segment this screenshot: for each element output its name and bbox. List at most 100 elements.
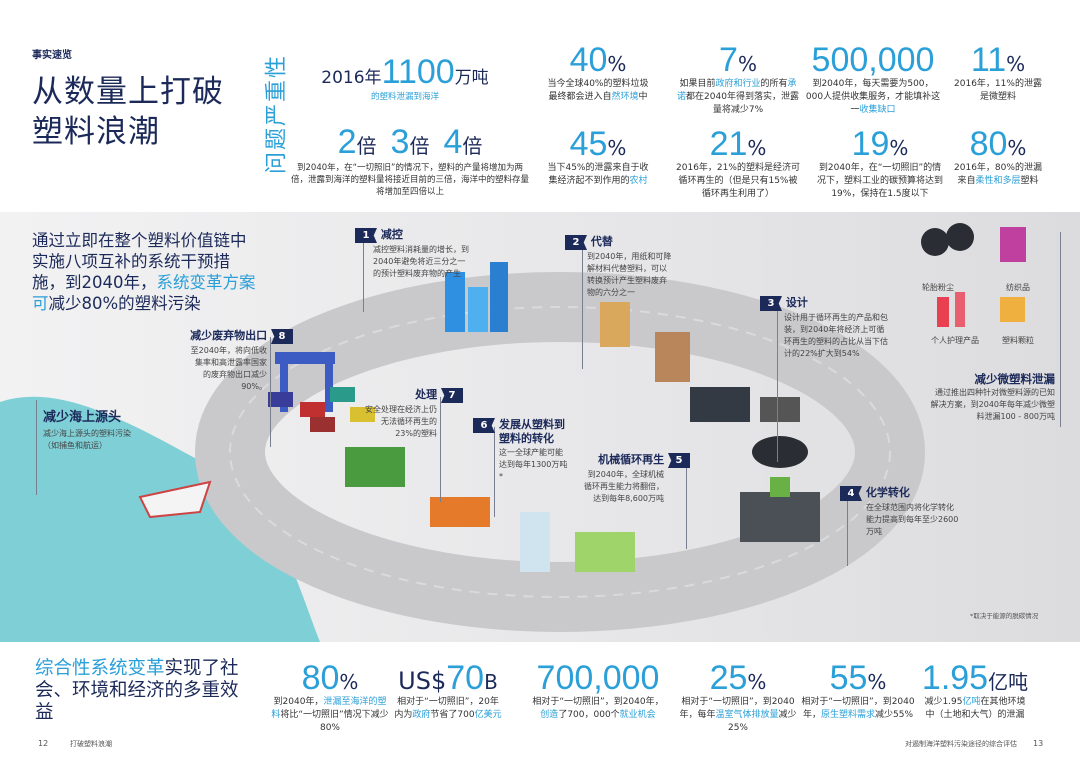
micro-item-label: 纺织品 xyxy=(1006,283,1030,292)
section-label-vertical: 问题严重性 xyxy=(264,54,290,175)
paper-graphic xyxy=(600,302,630,347)
leak-value: 1100 xyxy=(381,53,455,91)
stat-unit: 亿吨 xyxy=(988,670,1029,694)
problem-stat: 11% 2016年，11%的泄露是微塑料 xyxy=(951,42,1046,104)
benefit-stat: 55% 相对于“一切照旧”，到2040年，原生塑料需求减少55% xyxy=(801,660,916,722)
stat-value: 40 xyxy=(569,41,608,79)
stat-unit: % xyxy=(607,52,627,76)
tyre-icon xyxy=(921,228,949,256)
benefit-stat: 1.95亿吨 减少1.95亿吨在其他环境中（土地和大气）的泄漏 xyxy=(920,660,1030,722)
text-segment: 的所有 xyxy=(760,79,788,89)
highlight-text: 泄漏至海洋的塑料 xyxy=(271,697,387,720)
page-number-right: 13 xyxy=(1033,739,1044,748)
text-segment: 到2040年，在“一切照旧”的情况下，塑料工业的碳预算将达到19%，保持在1.5… xyxy=(816,163,943,199)
text-segment: 将比“一切照旧”情况下减少80% xyxy=(280,710,389,733)
stat-unit: % xyxy=(737,52,757,76)
stat-value: 45 xyxy=(569,125,608,163)
highlight-text: 创造 xyxy=(540,710,559,720)
text-segment: 在其他环境中（土地和大气）的泄漏 xyxy=(925,697,1026,720)
stat-description: 当今全球40%的塑料垃圾最终都会进入自然环境中 xyxy=(546,78,651,104)
mult-unit: 倍 xyxy=(409,134,430,158)
title-line: 塑料浪潮 xyxy=(32,114,160,150)
highlight-text: 承诺 xyxy=(677,79,797,102)
highlight-text: 柔性和多层 xyxy=(975,176,1021,186)
stat-description: 相对于“一切照旧”，20年内为政府节省了700亿美元 xyxy=(393,696,503,722)
problem-stat: 45% 当下45%的泄露来自于收集经济起不到作用的农村 xyxy=(546,126,651,188)
stat-value: 500,000 xyxy=(811,41,935,79)
page-title: 从数量上打破 塑料浪潮 xyxy=(32,72,224,152)
step-6: 6 发展从塑料到塑料的转化 这一全球产能可能达到每年1300万吨* xyxy=(473,418,568,483)
step-number-badge: 1 xyxy=(355,228,377,243)
crane-graphic xyxy=(275,352,335,364)
step-text: 到2040年，全球机械循环再生能力将翻倍，达到每年8,600万吨 xyxy=(584,470,664,503)
highlight-text: 政府 xyxy=(412,710,431,720)
problem-stat: 40% 当今全球40%的塑料垃圾最终都会进入自然环境中 xyxy=(546,42,651,104)
step-number-badge: 5 xyxy=(668,453,690,468)
highlight-text: 综合性系统变革 xyxy=(35,658,165,679)
text-segment: 到2040年，每天需要为500，000人提供收集服务，才能填补这一 xyxy=(805,79,941,115)
stat-value: 1.95 xyxy=(921,659,989,697)
step-title: 发展从塑料到塑料的转化 xyxy=(499,418,565,445)
step-number-badge: 8 xyxy=(271,329,293,344)
benefits-title: 综合性系统变革实现了社会、环境和经济的多重效益 xyxy=(35,658,245,724)
step-number-badge: 2 xyxy=(565,235,587,250)
step-title: 减少废弃物出口 xyxy=(190,329,268,342)
highlight-text: 收集缺口 xyxy=(859,105,896,115)
step-title: 设计 xyxy=(785,296,808,309)
problem-stat: 80% 2016年，80%的泄漏来自柔性和多层塑料 xyxy=(951,126,1046,188)
step-8: 减少废弃物出口 8 至2040年，将向低收集率和高泄露率国家的废弃物出口减少90%… xyxy=(175,329,293,393)
footnote: *取决于能源的脱碳情况 xyxy=(970,612,1039,620)
sea-text: 减少海上源头的塑料污染（如捕鱼和航运） xyxy=(43,429,131,450)
bottles-graphic xyxy=(520,512,550,572)
text-segment: 2016年，21%的塑料是经济可循环再生的（但是只有15%被循环再生利用了） xyxy=(676,163,800,199)
text-segment: 2016年，11%的泄露是微塑料 xyxy=(954,79,1042,102)
stat-unit: % xyxy=(747,670,767,694)
stat-value: 11 xyxy=(970,41,1007,79)
benefit-stat: 700,000 相对于“一切照旧”，到2040年， 创造了700，000个就业机会 xyxy=(531,660,666,722)
mult-text: 到2040年，在“一切照旧”的情况下，塑料的产量将增加为两倍，泄露到海洋的塑料量… xyxy=(290,163,529,197)
step-text: 至2040年，将向低收集率和高泄露率国家的废弃物出口减少90%。 xyxy=(190,346,267,391)
step-title: 机械循环再生 xyxy=(598,453,665,466)
stat-description: 相对于“一切照旧”，到2040年， 创造了700，000个就业机会 xyxy=(531,696,666,722)
footer-title-right: 对遏制海洋塑料污染途径的综合评估 xyxy=(905,740,1017,748)
title-line: 从数量上打破 xyxy=(32,74,224,110)
stat-unit: % xyxy=(867,670,887,694)
text-segment: 减少55% xyxy=(875,710,914,720)
stat-value: 700,000 xyxy=(536,659,660,697)
stat-description: 到2040年，每天需要为500，000人提供收集服务，才能填补这一收集缺口 xyxy=(806,78,941,117)
text-segment: 减少1.95 xyxy=(924,697,963,707)
highlight-text: 亿吨 xyxy=(962,697,981,707)
stat-description: 2016年，21%的塑料是经济可循环再生的（但是只有15%被循环再生利用了） xyxy=(676,162,801,201)
stat-description: 如果目前政府和行业的所有承诺都在2040年得到落实，泄露量将减少7% xyxy=(676,78,801,117)
text-segment: 相对于“一切照旧”，20年内为 xyxy=(394,697,499,720)
benefit-stat: 80% 到2040年，泄漏至海洋的塑料将比“一切照旧”情况下减少80% xyxy=(270,660,390,735)
interventions-panel xyxy=(0,212,1080,642)
mult-value: 3 xyxy=(390,123,410,161)
stat-description: 相对于“一切照旧”，到2040年，原生塑料需求减少55% xyxy=(801,696,916,722)
kicker: 事实速览 xyxy=(32,50,72,61)
mult-value: 4 xyxy=(443,123,463,161)
ship-graphic xyxy=(138,480,212,519)
highlight-text: 农村 xyxy=(629,176,648,186)
leak-unit: 万吨 xyxy=(454,68,489,88)
sea-title: 减少海上源头 xyxy=(43,410,122,425)
micro-item-label: 个人护理产品 xyxy=(931,336,979,345)
page-number-left: 12 xyxy=(38,739,49,748)
stat-value: 70 xyxy=(446,659,485,697)
stat-description: 2016年，11%的泄露是微塑料 xyxy=(951,78,1046,104)
text-segment: 当今全球40%的塑料垃圾最终都会进入自 xyxy=(547,79,649,102)
step-7: 处理 7 安全处理在经济上仍无法循环再生的23%的塑料 xyxy=(365,388,463,440)
stat-prefix: US$ xyxy=(398,667,447,695)
factory-graphic xyxy=(430,497,490,527)
leak-caption: 的塑料泄漏到海洋 xyxy=(370,92,439,102)
benefit-stat: US$70B 相对于“一切照旧”，20年内为政府节省了700亿美元 xyxy=(393,660,503,722)
micro-item-label: 轮胎粉尘 xyxy=(922,283,954,292)
mult-value: 2 xyxy=(337,123,357,161)
highlight-text: 然环境 xyxy=(611,92,639,102)
step-title: 减控 xyxy=(380,228,403,241)
step-4: 4 化学转化 在全球范围内将化学转化能力提高到每年至少2600万吨 xyxy=(840,486,960,538)
text-segment: 了700，000个 xyxy=(558,710,620,720)
stat-description: 当下45%的泄露来自于收集经济起不到作用的农村 xyxy=(546,162,651,188)
leak-prefix: 2016年 xyxy=(321,68,382,88)
stat-unit: % xyxy=(339,670,359,694)
